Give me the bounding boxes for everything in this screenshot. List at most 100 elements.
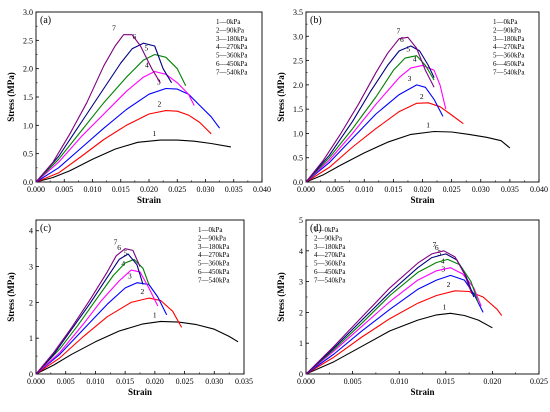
x-tick-label: 0.035 xyxy=(235,377,253,386)
y-tick-label: 0.0 xyxy=(293,178,303,187)
x-tick-label: 0.010 xyxy=(84,185,102,194)
y-tick-label: 0 xyxy=(299,370,303,379)
series-curve-label: 6 xyxy=(117,243,121,252)
legend-entry: 3—180kPa xyxy=(216,35,248,43)
legend: 1—0kPa2—90kPa3—180kPa4—270kPa5—360kPa6—4… xyxy=(198,226,230,284)
y-tick-label: 1.5 xyxy=(23,93,33,102)
series-line-1 xyxy=(35,320,239,375)
x-tick-label: 0.015 xyxy=(437,377,455,386)
chart-panel-4: 0.000 0.005 0.010 0.015 0.020 0.025 0 1 2 3 4 5 Stra… xyxy=(276,216,548,397)
x-tick-label: 0.010 xyxy=(86,377,104,386)
series-line-4 xyxy=(35,269,159,375)
x-tick-label: 0.005 xyxy=(326,185,344,194)
legend-entry: 5—360kPa xyxy=(493,52,525,60)
x-tick-label: 0.005 xyxy=(57,377,75,386)
legend-entry: 6—450kPa xyxy=(493,60,525,68)
y-tick-label: 1.0 xyxy=(23,121,33,130)
legend-entry: 2—90kPa xyxy=(216,26,245,34)
legend-entry: 6—450kPa xyxy=(314,268,346,276)
legend-entry: 2—90kPa xyxy=(314,234,343,242)
legend: 1—0kPa2—90kPa3—180kPa4—270kPa5—360kPa6—4… xyxy=(314,226,346,284)
series-line-6 xyxy=(305,45,435,183)
legend-entry: 3—180kPa xyxy=(198,243,230,251)
series-line-5 xyxy=(35,258,150,375)
x-tick-label: 0.035 xyxy=(225,185,243,194)
legend-entry: 7—540kPa xyxy=(314,276,346,284)
legend-entry: 7—540kPa xyxy=(493,68,525,76)
y-tick-label: 3.0 xyxy=(23,8,33,17)
x-axis-label: Strain xyxy=(410,195,434,205)
x-tick-label: 0.025 xyxy=(530,377,548,386)
series-curve-label: 1 xyxy=(152,129,156,138)
legend-entry: 7—540kPa xyxy=(198,276,230,284)
legend-entry: 3—180kPa xyxy=(493,35,525,43)
series-curve-label: 7 xyxy=(114,238,118,247)
y-axis-label: Stress (MPa) xyxy=(276,272,286,322)
x-tick-label: 0.000 xyxy=(27,377,45,386)
series-line-5 xyxy=(305,55,435,183)
series-line-3 xyxy=(35,87,221,183)
x-tick-label: 0.015 xyxy=(116,377,134,386)
series-line-5 xyxy=(305,258,479,375)
series-curve-label: 7 xyxy=(432,240,436,249)
legend-entry: 5—360kPa xyxy=(314,260,346,268)
series-curve-label: 4 xyxy=(145,61,149,70)
x-tick-label: 0.020 xyxy=(140,185,158,194)
series-curve-label: 2 xyxy=(140,287,144,296)
x-tick-label: 0.040 xyxy=(530,185,548,194)
series-line-2 xyxy=(305,290,503,375)
legend-entry: 5—360kPa xyxy=(198,260,230,268)
y-tick-label: 3.0 xyxy=(293,32,303,41)
legend-entry: 1—0kPa xyxy=(198,226,223,234)
y-tick-label: 2 xyxy=(299,308,303,317)
y-tick-label: 3.5 xyxy=(293,8,303,17)
chart-panel-3: 0.000 0.005 0.010 0.015 0.020 0.025 0.030 0.035… xyxy=(6,219,253,397)
y-tick-label: 0.5 xyxy=(293,154,303,163)
y-tick-label: 2 xyxy=(29,298,33,307)
legend-entry: 1—0kPa xyxy=(216,18,241,26)
y-tick-label: 1.0 xyxy=(293,129,303,138)
legend-entry: 4—270kPa xyxy=(198,251,230,259)
series-line-4 xyxy=(35,70,195,183)
x-tick-label: 0.035 xyxy=(501,185,519,194)
series-curve-label: 5 xyxy=(406,45,410,54)
y-tick-label: 2.5 xyxy=(293,57,303,66)
series-curve-label: 5 xyxy=(144,44,148,53)
series-curve-label: 1 xyxy=(443,302,447,311)
panel-label: (d) xyxy=(310,223,322,234)
legend-entry: 3—180kPa xyxy=(314,243,346,251)
series-line-1 xyxy=(305,130,511,183)
legend: 1—0kPa2—90kPa3—180kPa4—270kPa5—360kPa6—4… xyxy=(216,18,248,76)
series-curve-label: 2 xyxy=(447,280,451,289)
y-tick-label: 4 xyxy=(29,227,33,236)
x-tick-label: 0.040 xyxy=(253,185,271,194)
series-curve-label: 6 xyxy=(400,35,404,44)
series-curve-label: 1 xyxy=(153,310,157,319)
x-tick-label: 0.010 xyxy=(390,377,408,386)
y-tick-label: 2.0 xyxy=(23,65,33,74)
chart-panel-2: 0.000 0.005 0.010 0.015 0.020 0.025 0.030 0.035… xyxy=(276,8,548,205)
panel-label: (b) xyxy=(310,15,322,26)
y-tick-label: 1 xyxy=(29,334,33,343)
series-curve-label: 4 xyxy=(121,259,125,268)
panel-label: (a) xyxy=(40,15,51,26)
series-curve-label: 5 xyxy=(124,248,128,257)
y-tick-label: 2.5 xyxy=(23,36,33,45)
series-line-7 xyxy=(35,34,161,183)
x-tick-label: 0.010 xyxy=(355,185,373,194)
series-line-2 xyxy=(305,102,464,183)
legend: 1—0kPa2—90kPa3—180kPa4—270kPa5—360kPa6—4… xyxy=(493,18,525,76)
x-tick-label: 0.015 xyxy=(384,185,402,194)
series-line-6 xyxy=(35,253,144,375)
x-tick-label: 0.020 xyxy=(414,185,432,194)
series-line-2 xyxy=(35,297,183,375)
series-line-1 xyxy=(35,139,231,183)
series-curve-label: 7 xyxy=(396,26,400,35)
x-tick-label: 0.015 xyxy=(112,185,130,194)
y-axis-label: Stress (MPa) xyxy=(6,72,16,122)
legend-entry: 2—90kPa xyxy=(198,234,227,242)
y-axis-label: Stress (MPa) xyxy=(6,272,16,322)
y-tick-label: 1.5 xyxy=(293,105,303,114)
legend-entry: 6—450kPa xyxy=(216,60,248,68)
